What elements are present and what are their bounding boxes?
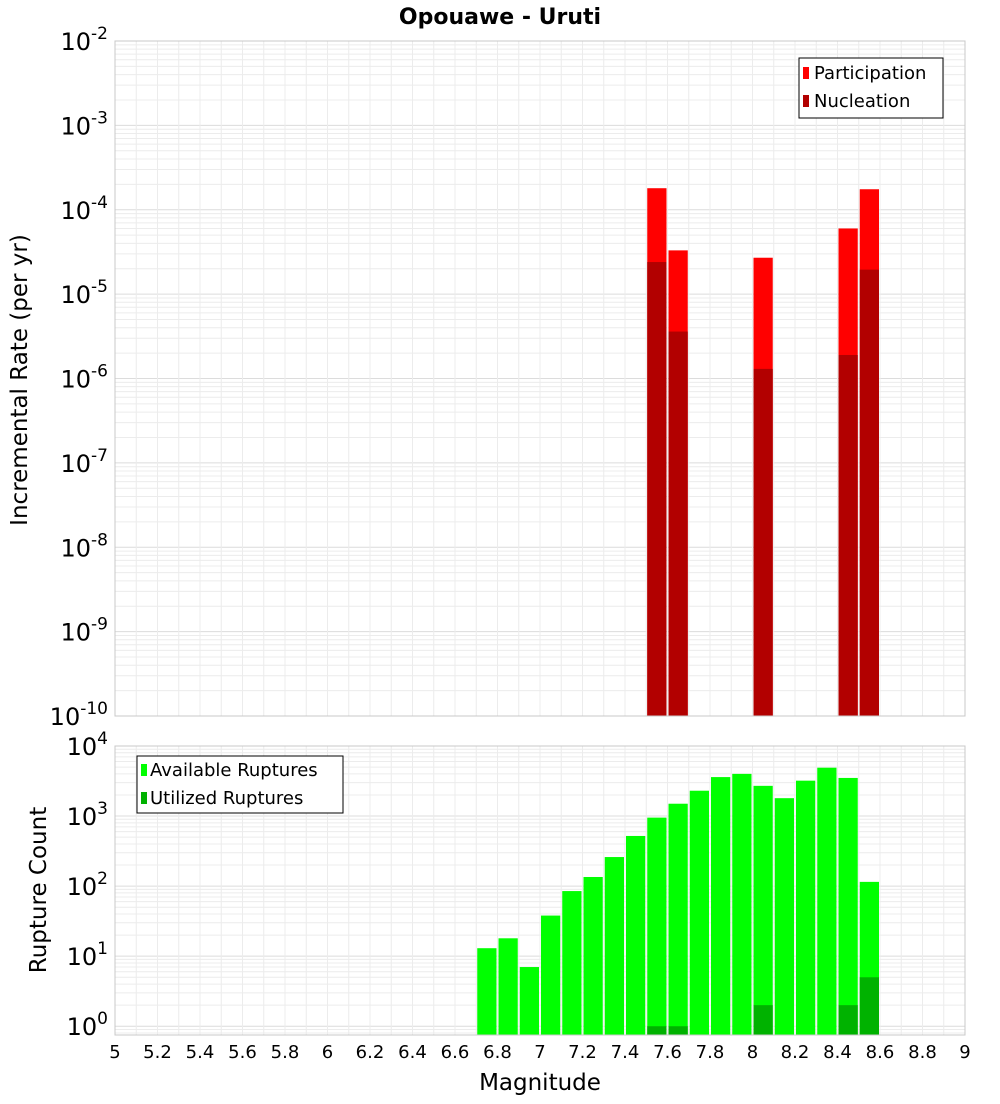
x-tick-label: 9 — [959, 1042, 970, 1063]
top-panel: Opouawe - Uruti 10-1010-910-810-710-610-… — [7, 5, 966, 731]
available-ruptures-bar — [498, 938, 518, 1035]
y-tick-label: 102 — [67, 869, 108, 901]
available-ruptures-bar — [647, 817, 667, 1035]
legend-label-utilized-ruptures: Utilized Ruptures — [150, 788, 303, 809]
nucleation-bar — [859, 269, 879, 716]
available-ruptures-bar — [689, 790, 709, 1035]
x-tick-label: 8.8 — [908, 1042, 937, 1063]
x-tick-label: 5.2 — [143, 1042, 172, 1063]
y-tick-label: 101 — [67, 939, 108, 971]
bottom-legend-box — [136, 755, 344, 814]
available-ruptures-bar — [626, 835, 646, 1035]
x-tick-label: 6 — [322, 1042, 333, 1063]
x-tick-label: 8.4 — [823, 1042, 852, 1063]
x-tick-label: 5 — [109, 1042, 120, 1063]
nucleation-bar — [647, 262, 667, 716]
legend-label-available-ruptures: Available Ruptures — [150, 760, 318, 781]
legend-label-nucleation: Nucleation — [814, 91, 910, 112]
x-tick-label: 7 — [534, 1042, 545, 1063]
x-tick-label: 5.4 — [186, 1042, 215, 1063]
x-tick-label: 6.6 — [441, 1042, 470, 1063]
bottom-legend: Available Ruptures Utilized Ruptures — [136, 755, 344, 814]
available-ruptures-bar — [753, 785, 773, 1035]
y-tick-label: 10-6 — [61, 362, 109, 394]
x-tick-label: 7.4 — [611, 1042, 640, 1063]
bottom-panel: 100 101 102 103 104 5 5.2 5.4 5.6 5.8 6 6.2 6.4 6.6 6… — [26, 729, 971, 1096]
top-plot-frame — [114, 40, 966, 717]
legend-label-participation: Participation — [814, 63, 926, 84]
utilized-ruptures-bar — [753, 1005, 773, 1035]
x-tick-label: 8.2 — [781, 1042, 810, 1063]
x-tick-label: 6.8 — [483, 1042, 512, 1063]
x-tick-label: 8.6 — [866, 1042, 895, 1063]
available-ruptures-bar — [519, 967, 539, 1035]
available-ruptures-bar — [477, 948, 497, 1035]
available-ruptures-bar — [562, 891, 582, 1035]
x-tick-label: 7.8 — [696, 1042, 725, 1063]
y-tick-label: 10-10 — [50, 699, 108, 731]
available-ruptures-bar — [711, 777, 731, 1035]
top-gridlines — [114, 40, 966, 717]
utilized-ruptures-bar — [838, 1005, 858, 1035]
legend-swatch-nucleation — [803, 95, 809, 107]
utilized-ruptures-bar — [647, 1026, 667, 1035]
top-y-axis-label: Incremental Rate (per yr) — [7, 234, 33, 526]
bottom-y-axis-label: Rupture Count — [26, 807, 52, 973]
utilized-ruptures-bar — [668, 1026, 688, 1035]
available-ruptures-bar — [817, 767, 837, 1035]
nucleation-bar — [838, 354, 858, 716]
x-tick-label: 5.8 — [271, 1042, 300, 1063]
available-ruptures-bar — [604, 857, 624, 1035]
available-ruptures-bar — [583, 876, 603, 1035]
y-tick-label: 103 — [67, 799, 108, 831]
available-ruptures-bar — [838, 777, 858, 1035]
top-legend-box — [798, 57, 944, 119]
nucleation-bars — [647, 262, 879, 716]
x-tick-label: 5.6 — [228, 1042, 257, 1063]
nucleation-bar — [753, 368, 773, 716]
y-tick-label: 100 — [67, 1009, 108, 1041]
utilized-ruptures-bars — [647, 977, 879, 1035]
x-tick-label: 7.2 — [568, 1042, 597, 1063]
available-ruptures-bar — [668, 803, 688, 1035]
available-ruptures-bar — [732, 773, 752, 1035]
utilized-ruptures-bar — [859, 977, 879, 1035]
bottom-y-tick-labels: 100 101 102 103 104 — [67, 729, 108, 1041]
x-tick-label: 6.2 — [356, 1042, 385, 1063]
y-tick-label: 10-4 — [61, 193, 109, 225]
y-tick-label: 10-8 — [61, 530, 109, 562]
top-y-tick-labels: 10-10 10-9 10-8 10-7 10-6 10-5 10-4 10-3 10-2 — [50, 24, 108, 731]
y-tick-label: 10-7 — [61, 446, 109, 478]
legend-swatch-available-ruptures — [141, 764, 147, 776]
y-tick-label: 10-3 — [61, 108, 109, 140]
legend-swatch-utilized-ruptures — [141, 792, 147, 804]
y-tick-label: 104 — [67, 729, 108, 761]
nucleation-bar — [668, 331, 688, 716]
bottom-plot-frame — [114, 745, 966, 1036]
legend-swatch-participation — [803, 67, 809, 79]
y-tick-label: 10-2 — [61, 24, 109, 56]
available-ruptures-bar — [796, 780, 816, 1035]
y-tick-label: 10-5 — [61, 277, 109, 309]
chart-title: Opouawe - Uruti — [399, 5, 601, 30]
x-tick-label: 8 — [747, 1042, 758, 1063]
x-tick-label: 7.6 — [653, 1042, 682, 1063]
x-axis-label: Magnitude — [479, 1070, 601, 1096]
available-ruptures-bar — [541, 915, 561, 1035]
top-legend: Participation Nucleation — [798, 57, 944, 119]
available-ruptures-bar — [774, 798, 794, 1035]
x-tick-labels: 5 5.2 5.4 5.6 5.8 6 6.2 6.4 6.6 6.8 7 7.2 7.4 7.6 7.8 8… — [109, 1042, 970, 1063]
x-tick-label: 6.4 — [398, 1042, 427, 1063]
y-tick-label: 10-9 — [61, 615, 109, 647]
